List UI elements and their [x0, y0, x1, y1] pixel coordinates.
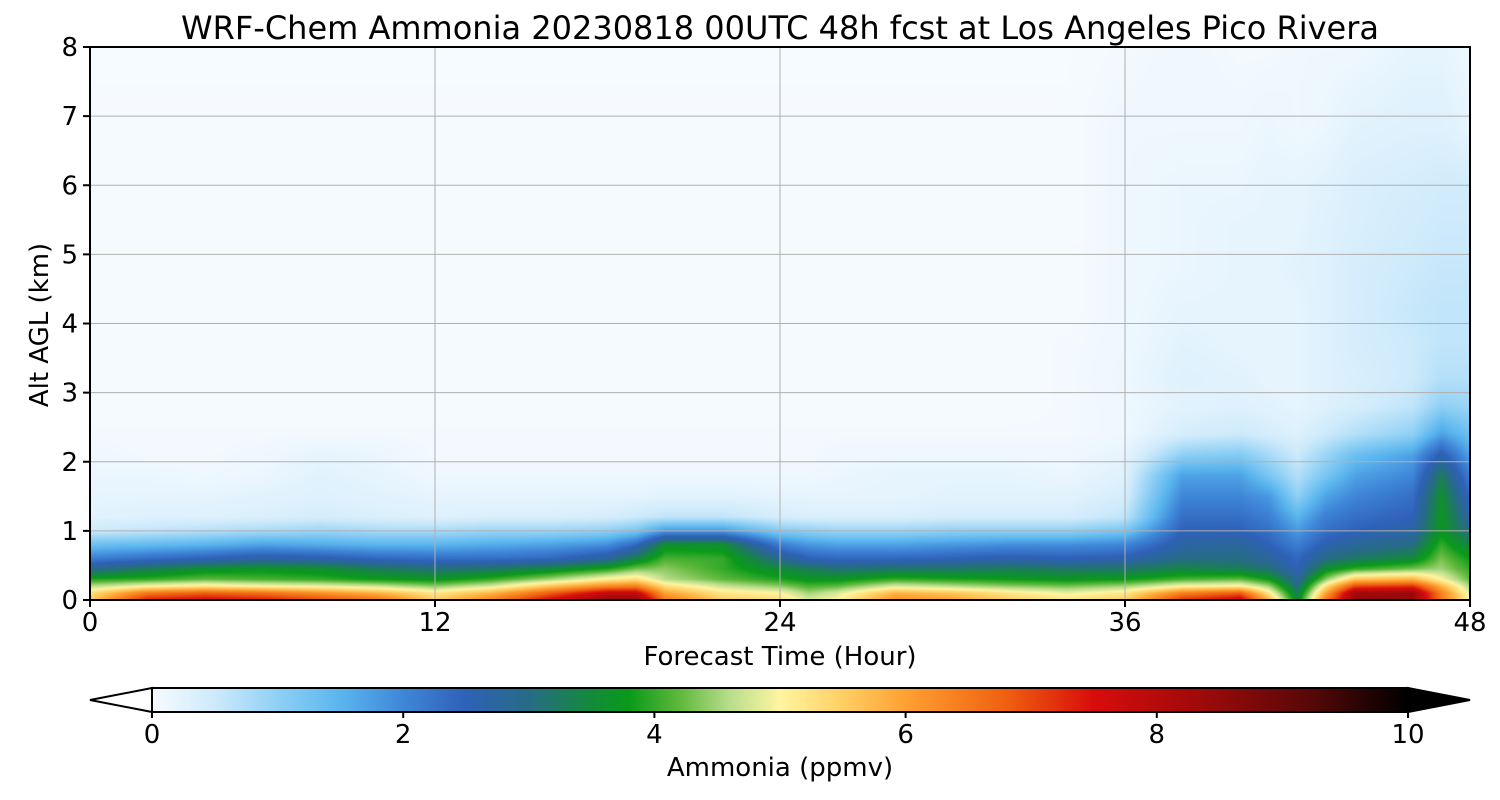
- y-axis-label: Alt AGL (km): [25, 243, 55, 407]
- colorbar-tick-label: 2: [395, 720, 412, 750]
- chart-title: WRF-Chem Ammonia 20230818 00UTC 48h fcst…: [181, 9, 1379, 47]
- colorbar-tick-label: 8: [1149, 720, 1166, 750]
- x-tick-label: 48: [1453, 608, 1486, 638]
- x-tick-label: 36: [1108, 608, 1141, 638]
- y-tick-label: 6: [61, 171, 78, 201]
- y-tick-label: 3: [61, 379, 78, 409]
- colorbar-extend-low: [89, 686, 153, 714]
- x-tick-label: 12: [418, 608, 451, 638]
- colorbar-tick-label: 6: [897, 720, 914, 750]
- y-tick-label: 5: [61, 240, 78, 270]
- y-axis: 0 1 2 3 4 5 6 7 8: [61, 33, 90, 616]
- y-tick-label: 0: [61, 586, 78, 616]
- y-tick-label: 7: [61, 102, 78, 132]
- y-tick-label: 8: [61, 33, 78, 63]
- colorbar-label: Ammonia (ppmv): [667, 753, 893, 783]
- colorbar-gradient: [151, 687, 1409, 713]
- y-tick-label: 1: [61, 517, 78, 547]
- colorbar-extend-high: [1407, 686, 1471, 714]
- colorbar-ticks: 0 2 4 6 8 10: [144, 712, 1425, 750]
- x-axis-label: Forecast Time (Hour): [643, 642, 916, 672]
- colorbar-tick-label: 0: [144, 720, 161, 750]
- colorbar: 0 2 4 6 8 10 Ammonia (ppmv): [89, 686, 1471, 783]
- colorbar-tick-label: 10: [1391, 720, 1424, 750]
- y-tick-label: 2: [61, 448, 78, 478]
- plot-area: [89, 46, 1471, 601]
- y-tick-label: 4: [61, 310, 78, 340]
- x-axis: 0 12 24 36 48: [82, 600, 1487, 638]
- colorbar-tick-label: 4: [646, 720, 663, 750]
- x-tick-label: 24: [763, 608, 796, 638]
- x-tick-label: 0: [82, 608, 99, 638]
